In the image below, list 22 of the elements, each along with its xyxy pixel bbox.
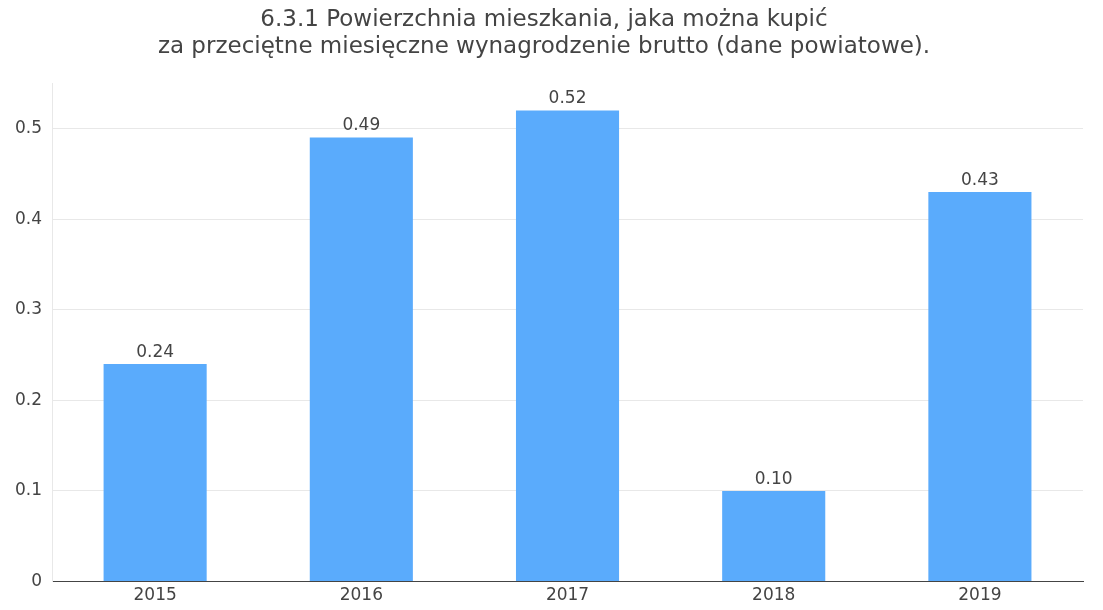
data-label: 0.52 [548, 87, 587, 108]
y-tick-label: 0.4 [14, 207, 43, 228]
data-label: 0.10 [754, 467, 793, 488]
bar [309, 137, 413, 582]
x-tick-label: 2015 [133, 584, 177, 605]
bar [722, 490, 826, 582]
y-tick-label: 0 [31, 570, 43, 591]
y-tick-label: 0.2 [14, 388, 43, 409]
bar [103, 364, 207, 582]
x-tick-label: 2017 [545, 584, 590, 605]
bar [515, 110, 620, 582]
data-label: 0.43 [960, 168, 999, 189]
data-label: 0.49 [342, 114, 381, 135]
bar [928, 191, 1032, 582]
y-tick-label: 0.1 [14, 479, 43, 500]
y-tick-label: 0.5 [14, 116, 43, 137]
x-tick-label: 2019 [958, 584, 1002, 605]
y-tick-label: 0.3 [14, 298, 43, 319]
x-tick-label: 2016 [339, 584, 383, 605]
x-tick-label: 2018 [752, 584, 796, 605]
data-label: 0.24 [136, 341, 175, 362]
chart-title: 6.3.1 Powierzchnia mieszkania, jaka można kupić za przeciętne miesięczne wynagrodzenie brutto (dane powiatowe). [157, 4, 931, 59]
